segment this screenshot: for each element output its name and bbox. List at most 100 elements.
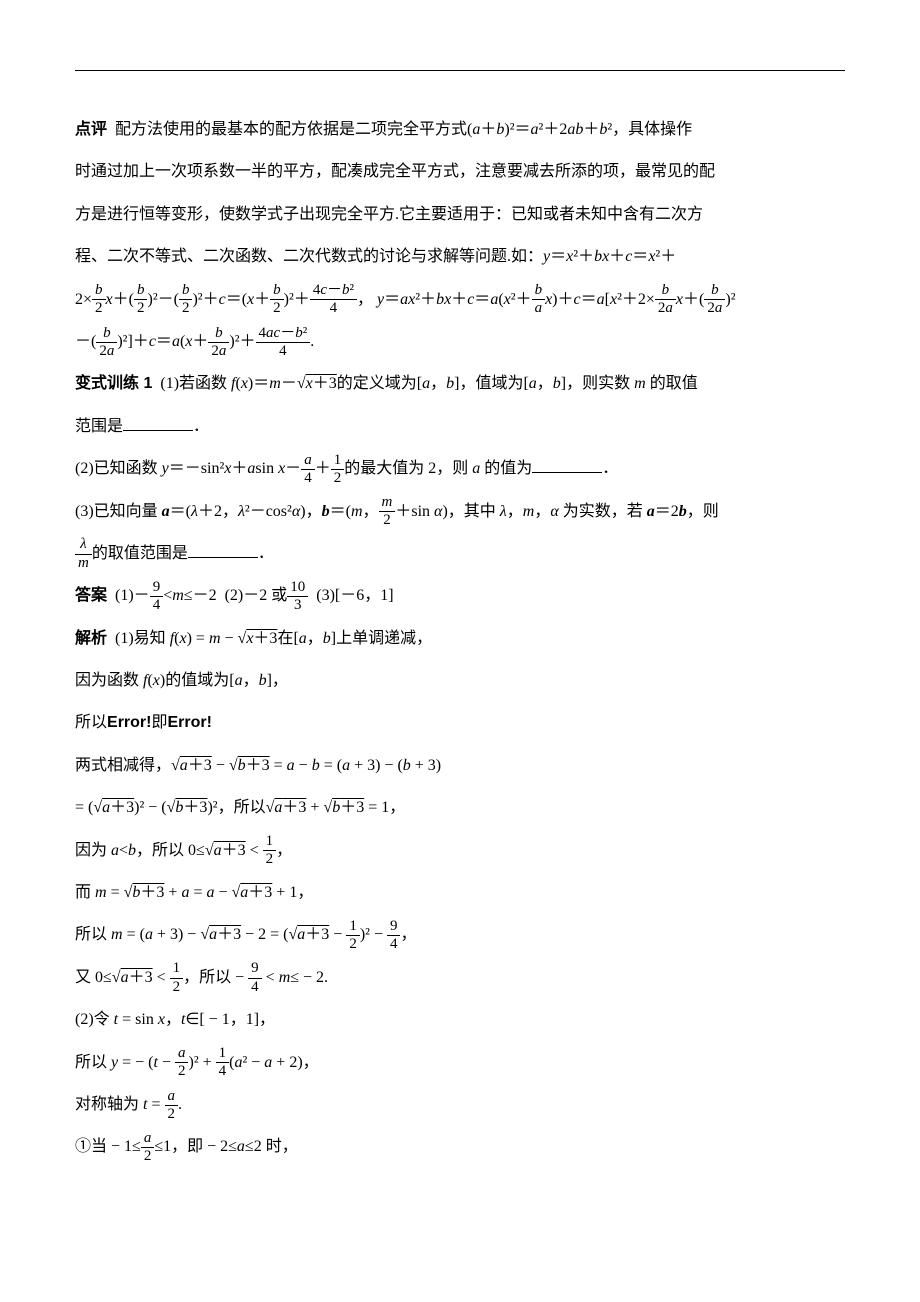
top-rule [75, 70, 845, 71]
text: )， [300, 503, 321, 520]
jiexi-line-2: 因为函数 f(x)的值域为[a，b]， [75, 662, 845, 700]
text: − [221, 630, 238, 647]
text: 又 0≤ [75, 969, 112, 986]
text: 程、二次不等式、二次函数、二次代数式的讨论与求解等问题.如： [75, 248, 543, 265]
text: 的定义域为[ [337, 375, 422, 392]
text: − [212, 757, 229, 774]
text: − [158, 1054, 175, 1071]
dianping-formula-row-2: －(b2a)²]＋c＝a(x＋b2a)²＋4ac－b²4. [75, 323, 845, 361]
text: ]上单调递减， [331, 630, 432, 647]
text: ＝－sin² [169, 460, 224, 477]
daan-line: 答案 (1)－94<m≤－2 (2)－2 或103 (3)[－6，1] [75, 577, 845, 615]
text: (1)－ [115, 587, 150, 604]
text: 在[ [277, 630, 298, 647]
text: )²，所以 [207, 799, 265, 816]
text: ＋sin [395, 503, 434, 520]
text: ≤ − 2. [290, 969, 328, 986]
text: − 2 = ( [241, 926, 288, 943]
dianping-para-4: 程、二次不等式、二次函数、二次代数式的讨论与求解等问题.如：y＝x²＋bx＋c＝… [75, 238, 845, 276]
text: ①当 − 1≤ [75, 1138, 141, 1155]
text: 的取值 [646, 375, 698, 392]
text: + 3) [411, 757, 441, 774]
jiexi-line-1: 解析 (1)易知 f(x) = m − √x＋3在[a，b]上单调递减， [75, 620, 845, 658]
text: 即 [151, 714, 167, 731]
jiexi-line-13: ①当 − 1≤a2≤1，即 − 2≤a≤2 时， [75, 1128, 845, 1166]
text: = ( [320, 757, 342, 774]
text: ≤2 时， [245, 1138, 298, 1155]
text: )² − ( [134, 799, 166, 816]
text: 所以 [75, 714, 107, 731]
text: = sin [118, 1011, 158, 1028]
text: + [164, 884, 181, 901]
text: ² − [242, 1054, 264, 1071]
text: 对称轴为 [75, 1096, 143, 1113]
text: ≤1，即 − 2≤ [154, 1138, 237, 1155]
text: 配方法使用的最基本的配方依据是二项完全平方式( [115, 121, 472, 138]
text: + 1， [272, 884, 313, 901]
text: = [147, 1096, 164, 1113]
text: 两式相减得， [75, 757, 171, 774]
document-page: 点评 配方法使用的最基本的配方依据是二项完全平方式(a＋b)²＝a²＋2ab＋b… [0, 0, 920, 1302]
jiexi-label: 解析 [75, 630, 107, 647]
text: = − ( [118, 1054, 153, 1071]
text: ， [165, 1011, 181, 1028]
error-label: Error! [107, 714, 151, 731]
text: ＋2， [198, 503, 238, 520]
answer-blank [123, 412, 193, 431]
error-label: Error! [167, 714, 211, 731]
text: + 2)， [272, 1054, 318, 1071]
text: ∈[ − 1，1]， [185, 1011, 275, 1028]
bianshi-label: 变式训练 1 [75, 375, 152, 392]
text: ＝( [330, 503, 351, 520]
answer-blank [532, 455, 602, 474]
text: (2)－2 或 [225, 587, 288, 604]
text: (1)易知 [115, 630, 170, 647]
text: (3)[－6，1] [316, 587, 393, 604]
jiexi-line-7: 而 m = √b＋3 + a = a − √a＋3 + 1， [75, 874, 845, 912]
bianshi-q2: (2)已知函数 y＝－sin²x＋asin x－a4＋12的最大值为 2，则 a… [75, 450, 845, 488]
text: (1)若函数 [160, 375, 231, 392]
text: ²－cos² [245, 503, 292, 520]
text: )² − [360, 926, 387, 943]
text: − [214, 884, 231, 901]
daan-label: 答案 [75, 587, 107, 604]
jiexi-line-5: = (√a＋3)² − (√b＋3)²，所以√a＋3 + √b＋3 = 1， [75, 789, 845, 827]
dianping-para-3: 方是进行恒等变形，使数学式子出现完全平方.它主要适用于：已知或者未知中含有二次方 [75, 196, 845, 234]
bianshi-q3: (3)已知向量 a＝(λ＋2，λ²－cos²α)，b＝(m，m2＋sin α)，… [75, 493, 845, 531]
text: 因为函数 [75, 672, 143, 689]
answer-blank [188, 539, 258, 558]
text: 的值域为[ [165, 672, 234, 689]
text: 所以 [75, 926, 111, 943]
text: + 3) − ( [350, 757, 403, 774]
text: = [270, 757, 287, 774]
text: )² + [188, 1054, 215, 1071]
text: ]， [267, 672, 288, 689]
text: 因为 [75, 842, 111, 859]
jiexi-error-line: 所以Error!即Error! [75, 704, 845, 742]
jiexi-line-6: 因为 a<b，所以 0≤√a＋3 < 12， [75, 832, 845, 870]
dianping-para-2: 时通过加上一次项系数一半的平方，配凑成完全平方式，注意要减去所添的项，最常见的配 [75, 153, 845, 191]
bianshi-q1-line2: 范围是． [75, 408, 845, 446]
text: ， [534, 503, 550, 520]
text: ]，则实数 [561, 375, 634, 392]
text: sin [255, 460, 278, 477]
text: = [189, 884, 206, 901]
text: = ( [75, 799, 93, 816]
text: = 1， [364, 799, 405, 816]
text: )，其中 [442, 503, 499, 520]
dianping-formula-row-1: 2×b2x＋(b2)²－(b2)²＋c＝(x＋b2)²＋4c－b²4， y＝ax… [75, 281, 845, 319]
text: 的值为 [480, 460, 532, 477]
jiexi-line-10: (2)令 t = sin x，t∈[ − 1，1]， [75, 1001, 845, 1039]
text: ＝ [253, 375, 269, 392]
text: 为实数，若 [559, 503, 647, 520]
bianshi-q3-line2: λm的取值范围是． [75, 535, 845, 573]
text: 的最大值为 2，则 [344, 460, 472, 477]
jiexi-line-8: 所以 m = (a + 3) − √a＋3 − 2 = (√a＋3 − 12)²… [75, 916, 845, 954]
text: 所以 [75, 1054, 111, 1071]
text: 范围是 [75, 418, 123, 435]
text: ，则 [687, 503, 719, 520]
text: ]，值域为[ [454, 375, 529, 392]
text: − [295, 757, 312, 774]
jiexi-line-12: 对称轴为 t = a2. [75, 1086, 845, 1124]
text: ，所以 0≤ [136, 842, 205, 859]
